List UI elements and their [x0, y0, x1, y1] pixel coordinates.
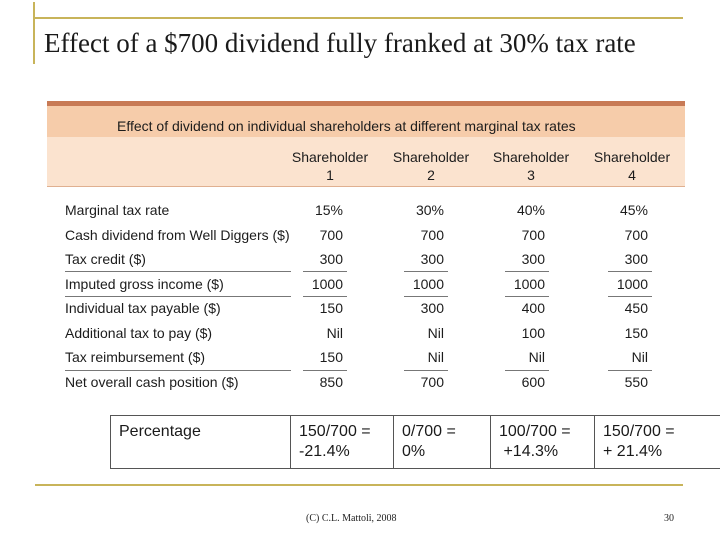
cell-divider [404, 271, 448, 272]
cell-divider [303, 369, 347, 371]
table-cell: 700 [319, 226, 343, 243]
table-cell: 150 [319, 349, 343, 365]
table-cell: Nil [427, 324, 444, 341]
table-cell: 300 [521, 251, 545, 267]
table-cell: 300 [420, 251, 444, 267]
table-cell: 400 [521, 300, 545, 316]
table-row-additional-tax: Additional tax to pay ($) Nil Nil 100 15… [47, 322, 685, 347]
table-cell: 700 [624, 226, 648, 243]
table-row-individual-tax-payable: Individual tax payable ($) 150 300 400 4… [47, 297, 685, 322]
table-cell: 300 [319, 251, 343, 267]
table-cell: Nil [528, 349, 545, 365]
cell-divider [608, 296, 652, 297]
table-cell: 1000 [616, 275, 648, 292]
table-row-tax-reimbursement: Tax reimbursement ($) 150 Nil Nil Nil [47, 346, 685, 371]
table-cell: 700 [420, 226, 444, 243]
row-divider [65, 369, 291, 371]
cell-divider [303, 271, 347, 272]
table-cell: 550 [624, 374, 648, 390]
percentage-label: Percentage [119, 423, 201, 440]
slide-accent-vertical-line [33, 2, 35, 64]
row-label: Additional tax to pay ($) [65, 324, 213, 341]
table-cell: 15% [314, 202, 343, 218]
table-cell: 1000 [412, 275, 444, 292]
table-row-net-cash-position: Net overall cash position ($) 850 700 60… [47, 371, 685, 396]
cell-divider [505, 296, 549, 297]
table-row-tax-credit: Tax credit ($) 300 300 300 300 [47, 248, 685, 273]
table-cell: 300 [624, 251, 648, 267]
table-cell: 150 [624, 324, 648, 341]
table-cell: 1000 [311, 275, 343, 292]
table-cell: 600 [521, 374, 545, 390]
slide-accent-top-line [33, 17, 683, 19]
percentage-cell-1: 150/700 = -21.4% [290, 416, 393, 468]
table-row-marginal-tax-rate: Marginal tax rate 15% 30% 40% 45% [47, 199, 685, 224]
row-divider [65, 296, 291, 297]
row-label: Individual tax payable ($) [65, 300, 221, 316]
table-cell: 40% [516, 202, 545, 218]
row-label: Cash dividend from Well Diggers ($) [65, 226, 290, 243]
table-row-cash-dividend: Cash dividend from Well Diggers ($) 700 … [47, 224, 685, 249]
table-cell: 1000 [513, 275, 545, 292]
cell-divider [608, 271, 652, 272]
table-cell: Nil [427, 349, 444, 365]
slide-title: Effect of a $700 dividend fully franked … [44, 28, 636, 58]
cell-divider [505, 369, 549, 371]
table-cell: 300 [420, 300, 444, 316]
row-label: Net overall cash position ($) [65, 374, 239, 390]
table-cell: 30% [415, 202, 444, 218]
shareholder-4-header: Shareholder 4 [593, 149, 671, 183]
percentage-cell-2: 0/700 = 0% [393, 416, 490, 468]
table-row-imputed-gross-income: Imputed gross income ($) 1000 1000 1000 … [47, 273, 685, 298]
table-cell: 100 [521, 324, 545, 341]
cell-divider [303, 296, 347, 297]
table-header-row: Shareholder 1 Shareholder 2 Shareholder 3 S… [47, 137, 685, 187]
percentage-row: Percentage 150/700 = -21.4% 0/700 = 0% 100… [110, 415, 720, 469]
percentage-cell-3: 100/700 = +14.3% [490, 416, 594, 468]
slide-accent-bottom-line [35, 484, 683, 486]
row-label: Tax reimbursement ($) [65, 349, 206, 365]
table-cell: 450 [624, 300, 648, 316]
shareholder-3-header: Shareholder 3 [492, 149, 570, 183]
table-title-band: Effect of dividend on individual shareho… [47, 101, 685, 137]
percentage-cell-4: 150/700 = + 21.4% [594, 416, 720, 468]
row-label: Marginal tax rate [65, 202, 170, 218]
footer-page-number: 30 [664, 513, 674, 524]
table-cell: 700 [521, 226, 545, 243]
table-cell: 700 [420, 374, 444, 390]
row-divider [65, 271, 291, 272]
table-cell: 45% [619, 202, 648, 218]
table-cell: Nil [326, 324, 343, 341]
cell-divider [505, 271, 549, 272]
footer-copyright: (C) C.L. Mattoli, 2008 [306, 513, 397, 524]
shareholder-2-header: Shareholder 2 [392, 149, 470, 183]
cell-divider [608, 369, 652, 371]
percentage-label-cell: Percentage [110, 416, 290, 468]
table-cell: Nil [631, 349, 648, 365]
row-label: Imputed gross income ($) [65, 275, 224, 292]
cell-divider [404, 296, 448, 297]
table-cell: 850 [319, 374, 343, 390]
tax-rates-table: Effect of dividend on individual shareho… [47, 101, 685, 414]
table-title: Effect of dividend on individual shareho… [117, 118, 576, 134]
shareholder-1-header: Shareholder 1 [291, 149, 369, 183]
row-label: Tax credit ($) [65, 251, 146, 267]
table-cell: 150 [319, 300, 343, 316]
cell-divider [404, 369, 448, 371]
